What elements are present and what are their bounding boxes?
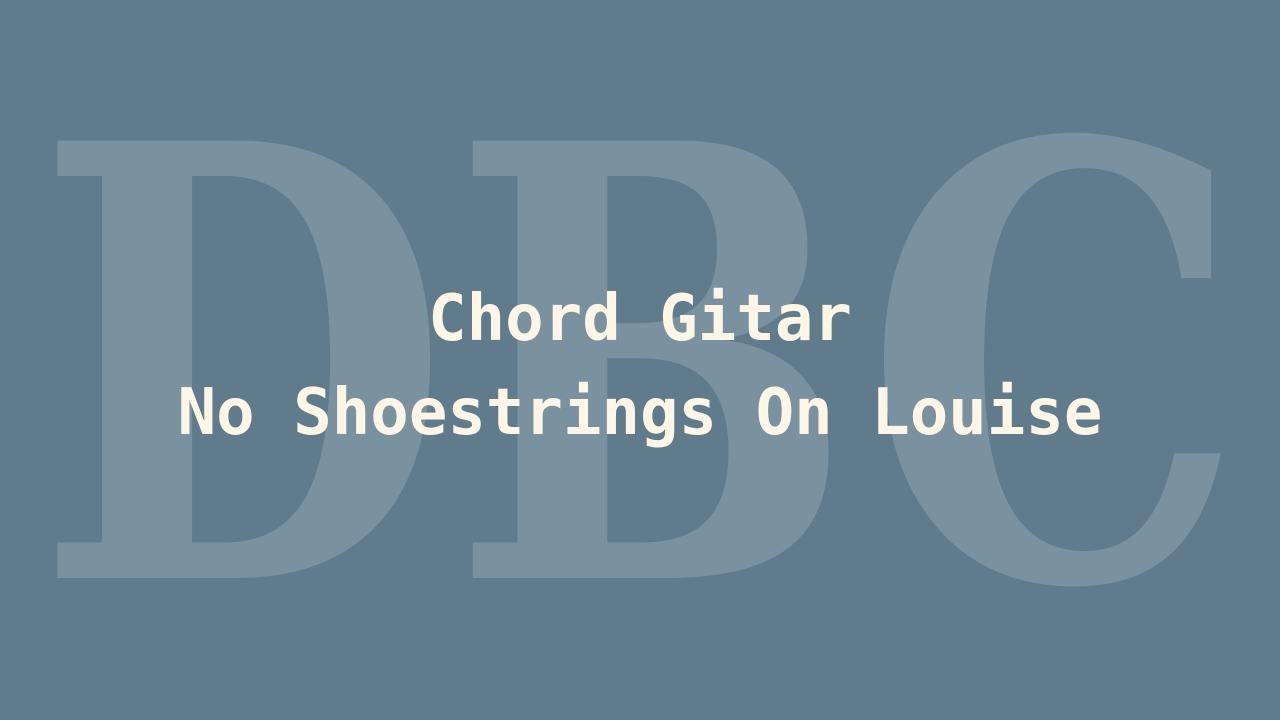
title-line-song-name: No Shoestrings On Louise: [177, 376, 1103, 450]
title-line-chord-gitar: Chord Gitar: [428, 282, 852, 356]
watermark-text: DBC: [35, 15, 1245, 720]
page-title: Chord Gitar No Shoestrings On Louise: [0, 272, 1280, 460]
